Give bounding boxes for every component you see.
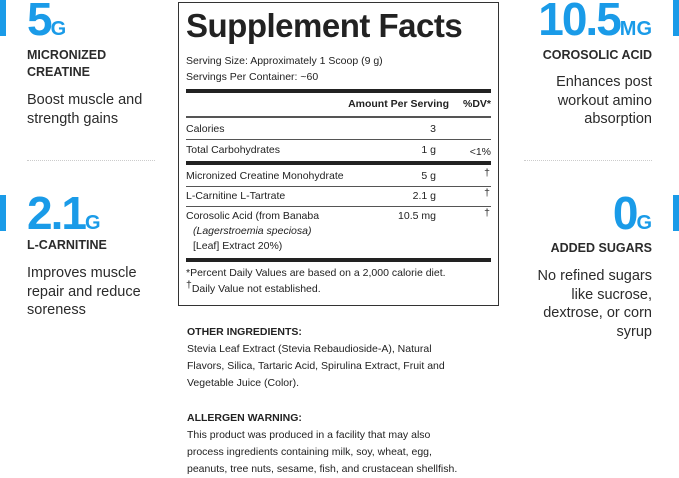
footnote-dagger: †Daily Value not established. [186,279,321,295]
amount-unit: MG [619,18,652,40]
row-name: L-Carnitine L-Tartrate [186,190,286,202]
highlight-sugars-amount: 0G [613,190,652,246]
highlight-creatine-desc: Boost muscle and strength gains [27,91,142,128]
label-line: L-CARNITINE [27,238,107,252]
divider [27,160,155,161]
highlight-creatine-label: MICRONIZED CREATINE [27,47,106,81]
row-dv: † [484,207,490,219]
row-name: Micronized Creatine Monohydrate [186,170,344,182]
divider [186,116,491,118]
amount-unit: G [84,212,101,234]
highlight-carnitine-amount: 2.1G [27,190,101,246]
amount-value: 2.1 [27,187,87,239]
header-dv: %DV* [462,98,491,110]
row-dv: <1% [469,146,491,158]
highlight-sugars-desc: No refined sugars like sucrose, dextrose, … [538,267,652,341]
divider [186,139,491,140]
desc-line: workout amino [557,92,652,109]
highlight-creatine-amount: 5G [27,0,66,52]
accent-bar [673,0,679,36]
divider-thick [186,258,491,262]
highlight-sugars-label: ADDED SUGARS [551,240,652,257]
amount-unit: G [636,212,652,234]
allergen-line: This product was produced in a facility … [187,429,431,441]
row-name-line2: (Lagerstroemia speciosa) [193,225,312,237]
desc-line: soreness [27,302,86,318]
footnote-text: Daily Value not established. [191,283,321,295]
row-amount: 1 g [421,144,436,156]
highlight-carnitine-desc: Improves muscle repair and reduce soreness [27,264,141,320]
desc-line: absorption [584,111,652,127]
highlight-corosolic-amount: 10.5MG [538,0,652,52]
highlight-carnitine-label: L-CARNITINE [27,237,107,254]
other-ingredients-heading: OTHER INGREDIENTS: [187,326,302,338]
desc-line: strength gains [27,110,119,127]
facts-title: Supplement Facts [186,7,463,44]
desc-line: dextrose, or corn [543,305,652,321]
divider-thick [186,89,491,93]
desc-line: repair and reduce [27,283,141,300]
divider [186,206,491,207]
row-name: Calories [186,123,225,135]
label-line: MICRONIZED [27,48,107,62]
row-amount: 2.1 g [412,190,436,202]
highlight-corosolic-label: COROSOLIC ACID [543,47,652,64]
row-name: Total Carbohydrates [186,144,280,156]
footnote-dv: *Percent Daily Values are based on a 2,0… [186,267,446,279]
amount-value: 5 [27,0,53,45]
allergen-line: process ingredients containing milk, soy… [187,446,432,458]
row-amount: 3 [430,123,436,135]
label-line: COROSOLIC ACID [542,48,652,62]
label-line: ADDED SUGARS [550,241,652,255]
divider [524,160,652,161]
desc-line: syrup [616,323,652,340]
row-amount: 10.5 mg [398,210,436,222]
amount-value: 0 [612,187,639,239]
allergen-warning: ALLERGEN WARNING: This product was produ… [187,410,457,478]
ingredients-line: Flavors, Silica, Tartaric Acid, Spirulin… [187,360,445,372]
desc-line: No refined sugars [537,268,652,284]
accent-bar [0,195,6,231]
ingredients-line: Stevia Leaf Extract (Stevia Rebaudioside… [187,343,432,355]
row-amount: 5 g [421,170,436,182]
dagger-mark: † [186,279,192,291]
desc-line: Enhances post [556,74,652,90]
row-dv: † [484,167,490,179]
desc-line: Boost muscle and [27,92,143,108]
accent-bar [673,195,679,231]
desc-line: like sucrose, [571,286,652,303]
allergen-heading: ALLERGEN WARNING: [187,412,302,424]
servings-per-container: Servings Per Container: ~60 [186,71,319,83]
divider [186,186,491,187]
allergen-line: peanuts, tree nuts, sesame, fish, and cr… [187,463,458,475]
amount-value: 10.5 [538,0,622,45]
supplement-facts-panel: Supplement Facts Serving Size: Approxima… [178,2,499,306]
amount-unit: G [50,18,67,40]
ingredients-line: Vegetable Juice (Color). [187,377,300,389]
accent-bar [0,0,6,36]
row-dv: † [484,187,490,199]
divider-thick [186,161,491,165]
other-ingredients: OTHER INGREDIENTS: Stevia Leaf Extract (… [187,324,445,392]
highlight-corosolic-desc: Enhances post workout amino absorption [556,73,652,129]
serving-size: Serving Size: Approximately 1 Scoop (9 g… [186,55,383,67]
header-amount: Amount Per Serving [348,98,449,110]
label-line: CREATINE [27,65,90,79]
row-name-line3: [Leaf] Extract 20%) [193,240,283,252]
row-name: Corosolic Acid (from Banaba [186,210,320,222]
desc-line: Improves muscle [27,265,137,281]
